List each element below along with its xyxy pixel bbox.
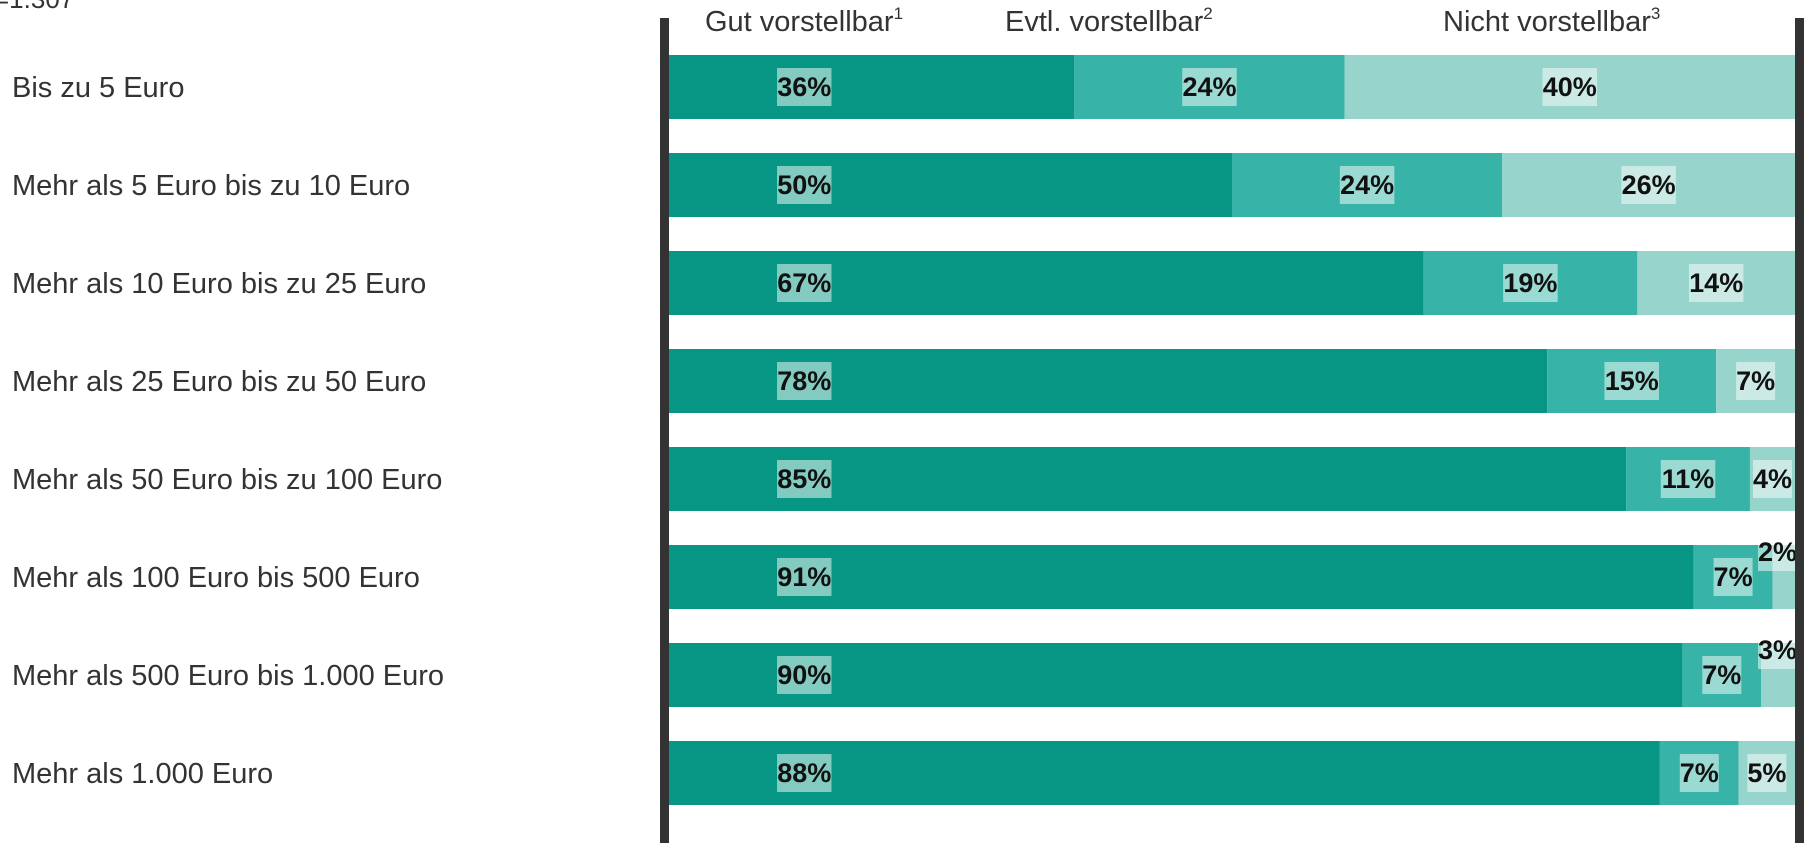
bar-segment [669,643,1683,707]
data-label: 7% [1714,562,1753,592]
data-label: 7% [1736,366,1775,396]
data-label: 90% [777,660,831,690]
data-label: 85% [777,464,831,494]
data-label-background [777,362,832,400]
bar-segment [669,545,1694,609]
bar-segment [669,55,1075,119]
category-label: Mehr als 100 Euro bis 500 Euro [12,562,420,594]
data-label-background [1604,362,1659,400]
data-label: 3% [1758,635,1797,665]
data-label: 88% [777,758,831,788]
legend-footnote: 2 [1203,4,1213,23]
data-label-background [1503,264,1558,302]
data-label-background [1660,460,1716,498]
data-label: 91% [777,562,831,592]
legend-item-nicht-vorstellbar: Nicht vorstellbar3 [1443,4,1661,39]
legend-footnote: 3 [1650,4,1661,23]
legend-label: Evtl. vorstellbar [1005,6,1204,38]
data-label-background [777,264,832,302]
data-label-background [1752,460,1792,498]
data-label: 36% [777,72,831,102]
data-label-background [777,460,832,498]
data-label: 19% [1503,268,1557,298]
bar-segment [669,153,1232,217]
category-label: Mehr als 50 Euro bis zu 100 Euro [12,464,443,496]
data-label: 5% [1747,758,1786,788]
data-label: 78% [777,366,831,396]
axis-line-right [1795,18,1804,843]
category-label: Mehr als 10 Euro bis zu 25 Euro [12,268,427,300]
data-label-background [1542,68,1598,106]
data-label-background [1182,68,1237,106]
data-label-background [1621,166,1676,204]
data-label: 11% [1662,464,1715,494]
data-label: 24% [1182,72,1236,102]
data-label-background [1758,631,1797,669]
data-label: 40% [1543,72,1597,102]
data-label-background [777,558,832,596]
sample-size-label: =1.307 [0,0,74,15]
legend-item-gut-vorstellbar: Gut vorstellbar1 [705,4,904,39]
data-label-background [777,754,832,792]
category-label: Mehr als 25 Euro bis zu 50 Euro [12,366,427,398]
legend-label: Nicht vorstellbar [1443,6,1651,38]
data-label: 15% [1605,366,1659,396]
category-label: Bis zu 5 Euro [12,72,185,104]
data-label: 4% [1753,464,1792,494]
data-label: 24% [1340,170,1394,200]
legend-label: Gut vorstellbar [705,6,894,38]
data-label: 14% [1689,268,1743,298]
data-label-background [1679,754,1719,792]
bar-segment [669,741,1660,805]
axis-line-left [660,18,669,843]
data-label-background [777,166,832,204]
data-label: 7% [1680,758,1719,788]
data-label-background [1339,166,1395,204]
legend-item-evtl-vorstellbar: Evtl. vorstellbar2 [1005,4,1213,39]
data-label: 2% [1758,537,1797,567]
data-label-background [1702,656,1742,694]
data-label-background [1713,558,1753,596]
data-label-background [777,68,832,106]
data-label: 67% [777,268,831,298]
data-label-background [777,656,832,694]
legend-footnote: 1 [893,4,904,23]
data-label: 50% [777,170,831,200]
category-label: Mehr als 5 Euro bis zu 10 Euro [12,170,411,202]
data-label: 7% [1702,660,1741,690]
data-label-background [1736,362,1776,400]
data-label: 26% [1622,170,1676,200]
category-label: Mehr als 1.000 Euro [12,758,274,790]
data-label-background [1688,264,1744,302]
category-label: Mehr als 500 Euro bis 1.000 Euro [12,660,445,692]
data-label-background [1747,754,1787,792]
data-label-background [1758,533,1797,571]
